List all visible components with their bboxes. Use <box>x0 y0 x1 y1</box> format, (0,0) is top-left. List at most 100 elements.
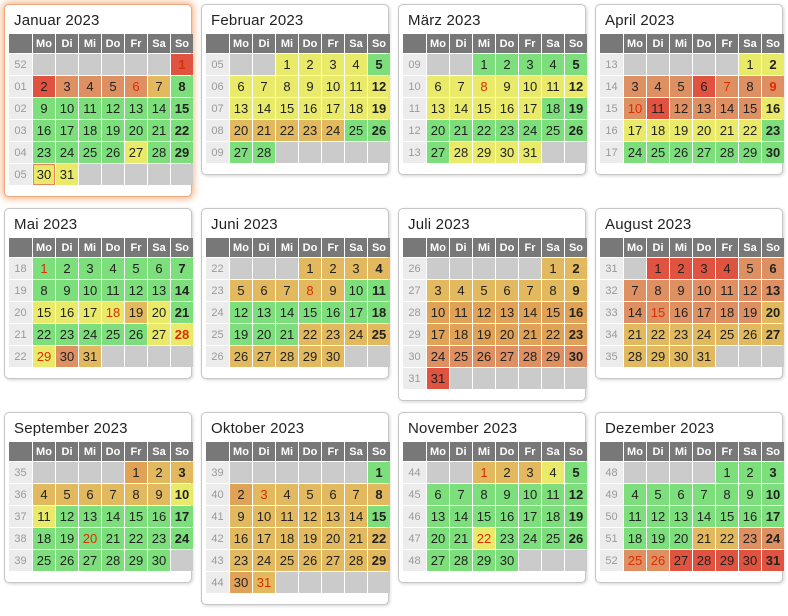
day-cell[interactable]: 18 <box>716 302 738 323</box>
day-cell[interactable]: 24 <box>56 142 78 163</box>
day-cell[interactable]: 15 <box>276 98 298 119</box>
day-cell[interactable]: 28 <box>171 324 193 345</box>
day-cell[interactable]: 6 <box>670 484 692 505</box>
day-cell[interactable]: 30 <box>496 142 518 163</box>
day-cell[interactable]: 20 <box>322 528 344 549</box>
day-cell[interactable]: 31 <box>693 346 715 367</box>
day-cell[interactable]: 15 <box>473 98 495 119</box>
day-cell[interactable]: 19 <box>125 302 147 323</box>
day-cell[interactable]: 19 <box>299 528 321 549</box>
day-cell[interactable]: 8 <box>125 484 147 505</box>
day-cell[interactable]: 3 <box>427 280 449 301</box>
day-cell[interactable]: 14 <box>276 302 298 323</box>
day-cell[interactable]: 9 <box>56 280 78 301</box>
day-cell[interactable]: 19 <box>565 98 587 119</box>
day-cell[interactable]: 14 <box>450 506 472 527</box>
day-cell[interactable]: 14 <box>716 98 738 119</box>
day-cell[interactable]: 26 <box>739 324 761 345</box>
day-cell[interactable]: 25 <box>716 324 738 345</box>
day-cell[interactable]: 13 <box>427 506 449 527</box>
day-cell[interactable]: 10 <box>322 76 344 97</box>
day-cell[interactable]: 30 <box>56 346 78 367</box>
day-cell[interactable]: 28 <box>693 550 715 571</box>
day-cell[interactable]: 8 <box>542 280 564 301</box>
day-cell[interactable]: 27 <box>427 142 449 163</box>
day-cell[interactable]: 2 <box>496 462 518 483</box>
day-cell[interactable]: 5 <box>473 280 495 301</box>
day-cell[interactable]: 14 <box>693 506 715 527</box>
day-cell[interactable]: 17 <box>322 98 344 119</box>
day-cell[interactable]: 21 <box>519 324 541 345</box>
day-cell[interactable]: 29 <box>647 346 669 367</box>
day-cell[interactable]: 8 <box>473 484 495 505</box>
day-cell[interactable]: 26 <box>565 528 587 549</box>
day-cell[interactable]: 8 <box>276 76 298 97</box>
day-cell[interactable]: 17 <box>519 98 541 119</box>
day-cell[interactable]: 19 <box>670 120 692 141</box>
day-cell[interactable]: 5 <box>125 258 147 279</box>
day-cell[interactable]: 11 <box>276 506 298 527</box>
day-cell[interactable]: 2 <box>565 258 587 279</box>
day-cell[interactable]: 14 <box>345 506 367 527</box>
day-cell[interactable]: 28 <box>148 142 170 163</box>
day-cell[interactable]: 7 <box>171 258 193 279</box>
day-cell[interactable]: 6 <box>322 484 344 505</box>
day-cell[interactable]: 25 <box>102 324 124 345</box>
day-cell[interactable]: 26 <box>670 142 692 163</box>
day-cell[interactable]: 2 <box>762 54 784 75</box>
day-cell[interactable]: 8 <box>739 76 761 97</box>
day-cell[interactable]: 16 <box>148 506 170 527</box>
day-cell[interactable]: 20 <box>427 528 449 549</box>
day-cell[interactable]: 10 <box>79 280 101 301</box>
day-cell[interactable]: 16 <box>565 302 587 323</box>
day-cell[interactable]: 26 <box>473 346 495 367</box>
day-cell[interactable]: 16 <box>299 98 321 119</box>
day-cell[interactable]: 4 <box>102 258 124 279</box>
day-cell[interactable]: 17 <box>693 302 715 323</box>
day-cell[interactable]: 24 <box>762 528 784 549</box>
day-cell[interactable]: 15 <box>171 98 193 119</box>
day-cell[interactable]: 7 <box>450 484 472 505</box>
day-cell[interactable]: 15 <box>542 302 564 323</box>
day-cell[interactable]: 6 <box>762 258 784 279</box>
day-cell[interactable]: 4 <box>79 76 101 97</box>
day-cell[interactable]: 16 <box>496 98 518 119</box>
day-cell[interactable]: 6 <box>148 258 170 279</box>
day-cell[interactable]: 27 <box>125 142 147 163</box>
day-cell[interactable]: 12 <box>230 302 252 323</box>
day-cell[interactable]: 3 <box>171 462 193 483</box>
day-cell[interactable]: 19 <box>473 324 495 345</box>
day-cell[interactable]: 4 <box>624 484 646 505</box>
day-cell[interactable]: 3 <box>345 258 367 279</box>
day-cell[interactable]: 22 <box>171 120 193 141</box>
day-cell[interactable]: 24 <box>322 120 344 141</box>
day-cell[interactable]: 20 <box>253 324 275 345</box>
day-cell[interactable]: 10 <box>762 484 784 505</box>
day-cell[interactable]: 16 <box>762 98 784 119</box>
day-cell[interactable]: 27 <box>762 324 784 345</box>
day-cell[interactable]: 12 <box>739 280 761 301</box>
day-cell[interactable]: 22 <box>473 120 495 141</box>
day-cell[interactable]: 20 <box>670 528 692 549</box>
day-cell[interactable]: 30 <box>670 346 692 367</box>
day-cell[interactable]: 22 <box>368 528 390 549</box>
day-cell[interactable]: 27 <box>427 550 449 571</box>
day-cell[interactable]: 7 <box>253 76 275 97</box>
day-cell[interactable]: 6 <box>230 76 252 97</box>
day-cell[interactable]: 22 <box>647 324 669 345</box>
day-cell[interactable]: 20 <box>693 120 715 141</box>
day-cell[interactable]: 5 <box>230 280 252 301</box>
day-cell[interactable]: 20 <box>79 528 101 549</box>
day-cell[interactable]: 5 <box>56 484 78 505</box>
day-cell[interactable]: 7 <box>693 484 715 505</box>
day-cell[interactable]: 5 <box>647 484 669 505</box>
day-cell[interactable]: 4 <box>276 484 298 505</box>
day-cell[interactable]: 16 <box>739 506 761 527</box>
day-cell[interactable]: 8 <box>647 280 669 301</box>
day-cell[interactable]: 23 <box>322 324 344 345</box>
day-cell[interactable]: 3 <box>519 462 541 483</box>
day-cell[interactable]: 18 <box>345 98 367 119</box>
day-cell[interactable]: 7 <box>519 280 541 301</box>
day-cell[interactable]: 15 <box>368 506 390 527</box>
day-cell[interactable]: 18 <box>450 324 472 345</box>
